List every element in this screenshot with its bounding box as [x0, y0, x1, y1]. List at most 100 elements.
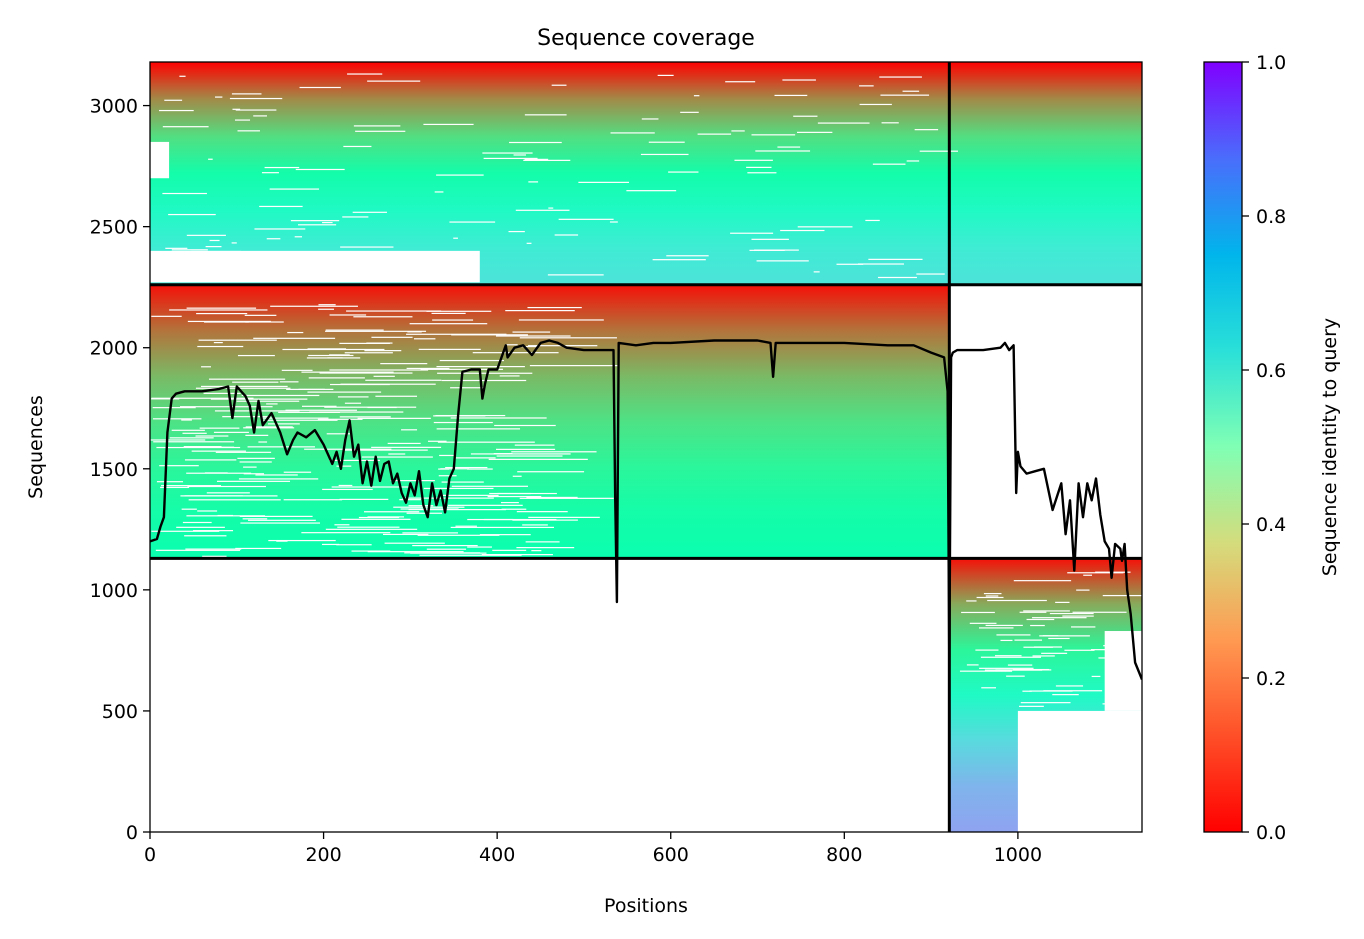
- coverage-gap: [519, 497, 614, 499]
- coverage-gap: [253, 337, 336, 339]
- coverage-gap: [213, 431, 249, 433]
- coverage-gap: [879, 76, 922, 78]
- coverage-gap: [880, 94, 930, 96]
- coverage-gap: [339, 342, 390, 344]
- coverage-gap: [248, 519, 316, 521]
- coverage-gap: [279, 381, 299, 383]
- coverage-gap: [367, 551, 464, 553]
- coverage-gap: [1048, 637, 1070, 640]
- coverage-gap: [412, 544, 478, 547]
- coverage-gap: [433, 421, 493, 424]
- coverage-gap: [859, 103, 892, 106]
- coverage-gap: [1006, 675, 1025, 677]
- coverage-gap: [523, 159, 571, 161]
- coverage-gap: [680, 111, 699, 113]
- coverage-gap: [329, 354, 350, 356]
- colorbar-tick-label: 0.2: [1256, 668, 1286, 690]
- coverage-gap: [413, 338, 436, 340]
- y-tick-label: 1500: [90, 459, 138, 481]
- coverage-gap: [383, 533, 429, 536]
- coverage-gap: [373, 375, 395, 377]
- coverage-gap: [290, 220, 340, 222]
- coverage-gap: [751, 134, 796, 136]
- coverage-gap: [524, 158, 549, 160]
- y-tick-label: 2500: [90, 217, 138, 239]
- coverage-gap: [431, 312, 466, 314]
- coverage-gap: [432, 319, 474, 321]
- coverage-gap: [240, 522, 321, 524]
- coverage-gap: [451, 485, 528, 487]
- coverage-gap: [467, 546, 492, 548]
- coverage-gap: [169, 437, 214, 439]
- coverage-gap: [439, 359, 504, 362]
- y-tick-label: 2000: [90, 338, 138, 360]
- coverage-gap: [439, 454, 455, 457]
- coverage-gap: [558, 218, 614, 220]
- coverage-gap: [1062, 615, 1094, 617]
- coverage-gap: [153, 441, 235, 443]
- y-tick-label: 0: [126, 822, 138, 844]
- coverage-gap: [260, 417, 329, 419]
- coverage-gap: [734, 159, 773, 161]
- coverage-gap: [301, 532, 391, 534]
- coverage-gap: [640, 153, 689, 156]
- y-tick-label: 1000: [90, 580, 138, 602]
- coverage-gap: [610, 132, 655, 134]
- coverage-gap: [210, 398, 308, 400]
- coverage-gap: [402, 532, 458, 534]
- x-tick-label: 1000: [994, 844, 1042, 866]
- x-tick-label: 400: [479, 844, 515, 866]
- coverage-gap: [1041, 652, 1068, 654]
- coverage-gap: [329, 314, 367, 316]
- coverage-gap: [235, 547, 282, 550]
- coverage-gap: [521, 345, 538, 348]
- coverage-gap: [494, 424, 556, 427]
- coverage-gap: [547, 274, 604, 276]
- coverage-block: [949, 62, 1142, 285]
- coverage-gap: [496, 448, 556, 450]
- coverage-gap: [441, 379, 527, 382]
- x-tick-label: 800: [826, 844, 862, 866]
- coverage-gap: [307, 348, 347, 350]
- coverage-gap: [1043, 690, 1103, 692]
- coverage-gap: [201, 385, 288, 388]
- coverage-gap: [322, 488, 373, 491]
- coverage-gap: [329, 459, 380, 461]
- coverage-gap: [417, 534, 500, 536]
- coverage-gap: [467, 468, 493, 470]
- coverage-block: [150, 62, 950, 285]
- coverage-gap: [1091, 675, 1101, 678]
- coverage-gap: [436, 428, 521, 430]
- coverage-gap: [375, 395, 418, 397]
- coverage-gap: [340, 246, 394, 248]
- coverage-gap: [384, 542, 445, 544]
- coverage-gap: [451, 334, 528, 336]
- coverage-gap: [983, 592, 1002, 595]
- coverage-gap: [159, 465, 199, 467]
- y-tick-label: 500: [102, 701, 138, 723]
- x-axis-label: Positions: [604, 895, 688, 917]
- coverage-gap: [445, 466, 488, 469]
- coverage-gap: [437, 372, 533, 374]
- coverage-gap: [235, 109, 277, 111]
- coverage-gap: [205, 246, 222, 248]
- coverage-gap: [281, 369, 313, 371]
- coverage-gap: [325, 528, 418, 530]
- coverage-gap: [294, 236, 303, 238]
- coverage-gap: [325, 330, 427, 332]
- coverage-gap: [515, 209, 570, 211]
- coverage-gap: [551, 84, 567, 86]
- coverage-gap: [184, 535, 227, 537]
- coverage-gap: [450, 387, 486, 389]
- coverage-gap: [433, 415, 486, 417]
- coverage-gap: [746, 166, 772, 168]
- coverage-gap: [423, 487, 494, 490]
- coverage-gap: [155, 549, 241, 551]
- plot-frame: [149, 61, 1143, 833]
- coverage-gap: [725, 81, 756, 83]
- coverage-gap: [1104, 631, 1142, 711]
- coverage-gap: [482, 152, 533, 154]
- coverage-gap: [528, 181, 539, 183]
- coverage-gap: [902, 90, 920, 92]
- coverage-gap: [1026, 618, 1055, 621]
